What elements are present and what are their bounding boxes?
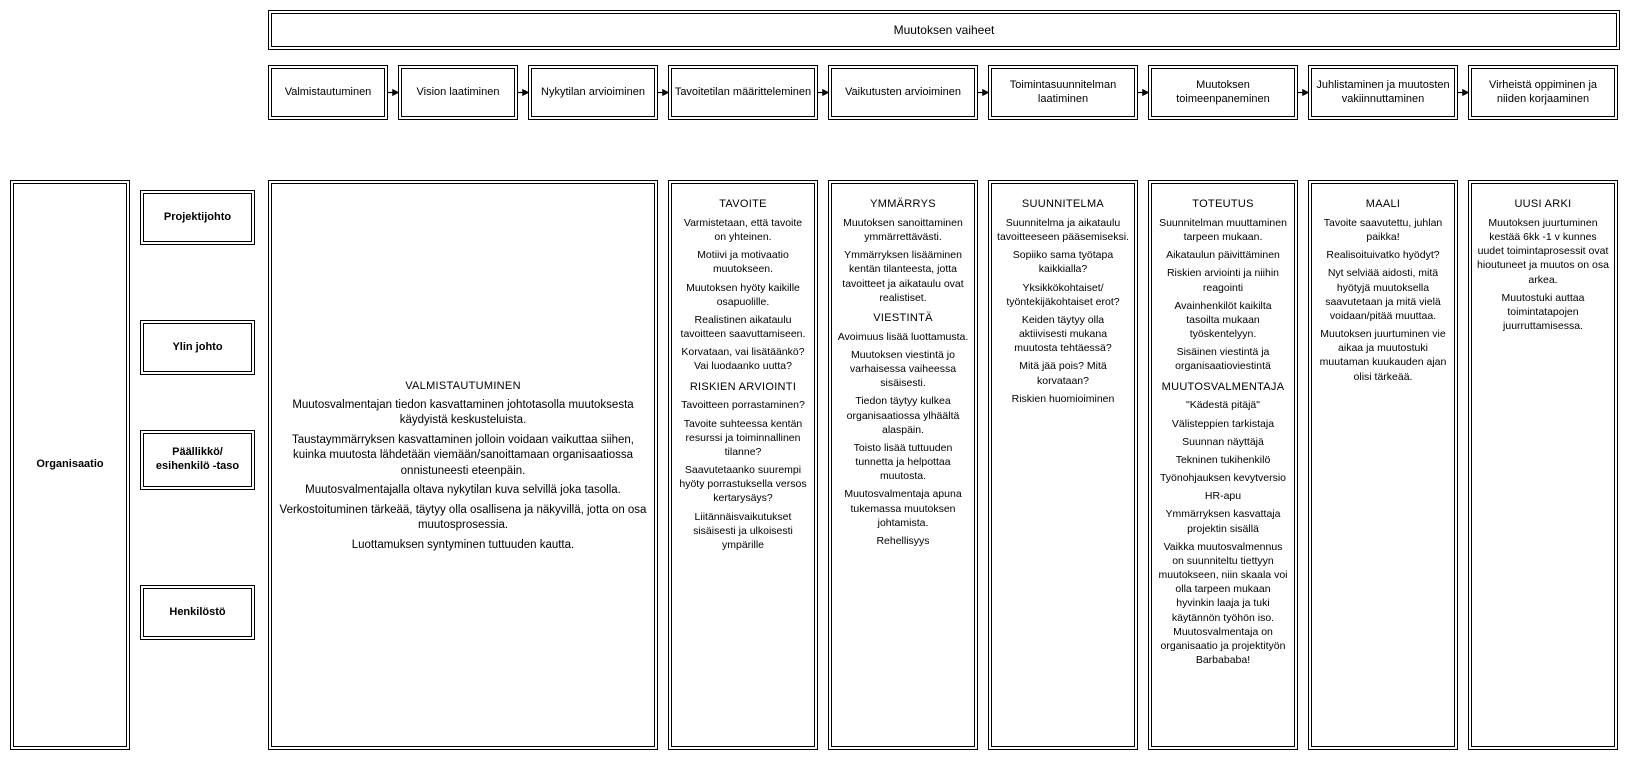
- phase-label: Juhlistaminen ja muutosten vakiinnuttami…: [1313, 79, 1453, 107]
- column-paragraph: Tekninen tukihenkilö: [1157, 453, 1289, 467]
- org-level-0: Projektijohto: [140, 190, 255, 245]
- column-paragraph: Avoimuus lisää luottamusta.: [837, 330, 969, 344]
- column-heading: MUUTOSVALMENTAJA: [1157, 380, 1289, 395]
- column-heading: UUSI ARKI: [1477, 197, 1609, 212]
- column-paragraph: Yksikkökohtaiset/ työntekijäkohtaiset er…: [997, 281, 1129, 309]
- column-paragraph: Tiedon täytyy kulkea organisaatiossa ylh…: [837, 394, 969, 437]
- phase-label: Toimintasuunnitelman laatiminen: [993, 79, 1133, 107]
- column-paragraph: Mitä jää pois? Mitä korvataan?: [997, 359, 1129, 387]
- column-paragraph: "Kädestä pitäjä": [1157, 398, 1289, 412]
- column-paragraph: Muutostuki auttaa toimintatapojen juurru…: [1477, 291, 1609, 334]
- content-column-6: UUSI ARKI Muutoksen juurtuminen kestää 6k…: [1468, 180, 1618, 750]
- column-paragraph: Verkostoituminen tärkeää, täytyy olla os…: [277, 503, 649, 534]
- phase-label: Nykytilan arvioiminen: [541, 86, 645, 100]
- column-heading: MAALI: [1317, 197, 1449, 212]
- phase-label: Virheistä oppiminen ja niiden korjaamine…: [1473, 79, 1613, 107]
- column-paragraph: Vaikka muutosvalmennus on suunniteltu ti…: [1157, 540, 1289, 668]
- column-paragraph: Toisto lisää tuttuuden tunnetta ja helpo…: [837, 441, 969, 484]
- column-paragraph: Varmistetaan, että tavoite on yhteinen.: [677, 216, 809, 244]
- phase-label: Vision laatiminen: [417, 86, 500, 100]
- phase-box-6: Muutoksen toimeenpaneminen: [1148, 65, 1298, 120]
- column-paragraph: Suunnitelman muuttaminen tarpeen mukaan.: [1157, 216, 1289, 244]
- column-paragraph: Muutoksen juurtuminen vie aikaa ja muuto…: [1317, 327, 1449, 384]
- header-title: Muutoksen vaiheet: [268, 10, 1620, 50]
- phase-box-4: Vaikutusten arvioiminen: [828, 65, 978, 120]
- phase-label: Tavoitetilan määritteleminen: [675, 86, 811, 100]
- organisation-box: Organisaatio: [10, 180, 130, 750]
- column-paragraph: Riskien arviointi ja niihin reagointi: [1157, 266, 1289, 294]
- phase-box-0: Valmistautuminen: [268, 65, 388, 120]
- column-paragraph: Saavutetaanko suurempi hyöty porrastukse…: [677, 463, 809, 506]
- content-column-5: MAALI Tavoite saavutettu, juhlan paikka! R…: [1308, 180, 1458, 750]
- column-paragraph: Suunnitelma ja aikataulu tavoitteeseen p…: [997, 216, 1129, 244]
- phase-box-5: Toimintasuunnitelman laatiminen: [988, 65, 1138, 120]
- column-paragraph: Muutoksen viestintä jo varhaisessa vaihe…: [837, 348, 969, 391]
- column-heading: RISKIEN ARVIOINTI: [677, 380, 809, 395]
- org-level-label: Ylin johto: [172, 341, 222, 355]
- column-paragraph: Välisteppien tarkistaja: [1157, 417, 1289, 431]
- column-paragraph: Muutosvalmentajalla oltava nykytilan kuv…: [277, 483, 649, 499]
- column-paragraph: Sopiiko sama työtapa kaikkialla?: [997, 248, 1129, 276]
- column-paragraph: Muutoksen hyöty kaikille osapuolille.: [677, 281, 809, 309]
- column-paragraph: Keiden täytyy olla aktiivisesti mukana m…: [997, 313, 1129, 356]
- column-paragraph: Korvataan, vai lisätäänkö? Vai luodaanko…: [677, 345, 809, 373]
- column-paragraph: Realistinen aikataulu tavoitteen saavutt…: [677, 313, 809, 341]
- column-heading: TAVOITE: [677, 197, 809, 212]
- column-heading: VIESTINTÄ: [837, 311, 969, 326]
- column-paragraph: Muutosvalmentajan tiedon kasvattaminen j…: [277, 398, 649, 429]
- column-paragraph: Motiivi ja motivaatio muutokseen.: [677, 248, 809, 276]
- org-level-label: Projektijohto: [164, 211, 231, 225]
- column-heading: SUUNNITELMA: [997, 197, 1129, 212]
- phase-label: Muutoksen toimeenpaneminen: [1153, 79, 1293, 107]
- column-paragraph: Muutoksen sanoittaminen ymmärrettävästi.: [837, 216, 969, 244]
- column-paragraph: Tavoite suhteessa kentän resurssi ja toi…: [677, 417, 809, 460]
- column-paragraph: Luottamuksen syntyminen tuttuuden kautta…: [277, 538, 649, 554]
- phase-box-2: Nykytilan arvioiminen: [528, 65, 658, 120]
- org-level-label: Henkilöstö: [169, 606, 225, 620]
- column-paragraph: Nyt selviää aidosti, mitä hyötyjä muutok…: [1317, 266, 1449, 323]
- header-title-text: Muutoksen vaiheet: [894, 23, 995, 38]
- org-level-2: Päällikkö/ esihenkilö -taso: [140, 430, 255, 490]
- organisation-label: Organisaatio: [36, 458, 103, 472]
- column-heading: TOTEUTUS: [1157, 197, 1289, 212]
- column-heading: VALMISTAUTUMINEN: [277, 379, 649, 394]
- org-level-label: Päällikkö/ esihenkilö -taso: [156, 446, 239, 474]
- phase-label: Valmistautuminen: [285, 86, 372, 100]
- phase-box-3: Tavoitetilan määritteleminen: [668, 65, 818, 120]
- column-paragraph: Muutoksen juurtuminen kestää 6kk -1 v ku…: [1477, 216, 1609, 287]
- column-paragraph: Tavoitteen porrastaminen?: [677, 398, 809, 412]
- phase-box-8: Virheistä oppiminen ja niiden korjaamine…: [1468, 65, 1618, 120]
- column-paragraph: Suunnan näyttäjä: [1157, 435, 1289, 449]
- content-column-4: TOTEUTUS Suunnitelman muuttaminen tarpeen…: [1148, 180, 1298, 750]
- column-heading: YMMÄRRYS: [837, 197, 969, 212]
- content-column-3: SUUNNITELMA Suunnitelma ja aikataulu tavo…: [988, 180, 1138, 750]
- column-paragraph: Liitännäisvaikutukset sisäisesti ja ulko…: [677, 510, 809, 553]
- column-paragraph: Tavoite saavutettu, juhlan paikka!: [1317, 216, 1449, 244]
- org-level-3: Henkilöstö: [140, 585, 255, 640]
- column-paragraph: Sisäinen viestintä ja organisaatioviesti…: [1157, 345, 1289, 373]
- phase-box-1: Vision laatiminen: [398, 65, 518, 120]
- column-paragraph: Riskien huomioiminen: [997, 392, 1129, 406]
- column-paragraph: Työnohjauksen kevytversio: [1157, 471, 1289, 485]
- column-paragraph: Taustaymmärryksen kasvattaminen jolloin …: [277, 433, 649, 480]
- column-paragraph: Rehellisyys: [837, 534, 969, 548]
- column-paragraph: Aikataulun päivittäminen: [1157, 248, 1289, 262]
- content-column-2: YMMÄRRYS Muutoksen sanoittaminen ymmärret…: [828, 180, 978, 750]
- column-paragraph: Ymmärryksen lisääminen kentän tilanteest…: [837, 248, 969, 305]
- column-paragraph: Ymmärryksen kasvattaja projektin sisällä: [1157, 507, 1289, 535]
- phase-box-7: Juhlistaminen ja muutosten vakiinnuttami…: [1308, 65, 1458, 120]
- column-paragraph: HR-apu: [1157, 489, 1289, 503]
- column-paragraph: Realisoituivatko hyödyt?: [1317, 248, 1449, 262]
- column-paragraph: Avainhenkilöt kaikilta tasoilta mukaan t…: [1157, 299, 1289, 342]
- content-column-0: VALMISTAUTUMINEN Muutosvalmentajan tiedon…: [268, 180, 658, 750]
- column-paragraph: Muutosvalmentaja apuna tukemassa muutoks…: [837, 487, 969, 530]
- org-level-1: Ylin johto: [140, 320, 255, 375]
- phase-label: Vaikutusten arvioiminen: [845, 86, 961, 100]
- content-column-1: TAVOITE Varmistetaan, että tavoite on yht…: [668, 180, 818, 750]
